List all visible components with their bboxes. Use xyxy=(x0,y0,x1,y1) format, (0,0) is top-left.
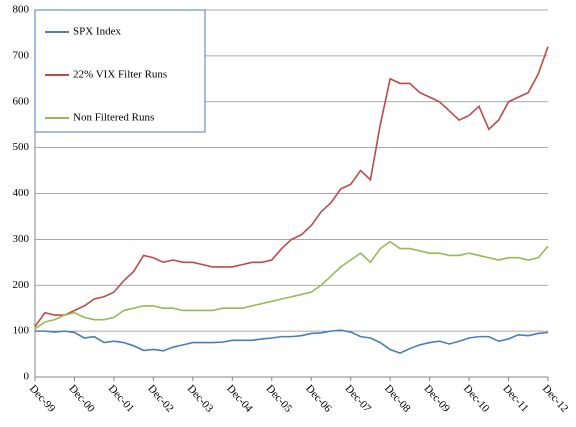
legend-box xyxy=(34,9,206,133)
x-tick-label: Dec-99 xyxy=(27,383,58,415)
y-tick-label: 200 xyxy=(13,279,30,291)
y-tick-label: 700 xyxy=(13,49,30,61)
y-tick-label: 100 xyxy=(13,325,30,337)
legend-label: SPX Index xyxy=(73,26,121,38)
y-tick-label: 0 xyxy=(24,371,30,383)
x-tick-label: Dec-00 xyxy=(66,383,97,415)
series-line xyxy=(35,329,549,355)
x-tick-label: Dec-08 xyxy=(382,383,413,415)
x-tick-label: Dec-12 xyxy=(540,383,571,415)
y-tick-label: 600 xyxy=(13,95,30,107)
series-line xyxy=(34,240,549,330)
y-tick-label: 400 xyxy=(13,187,30,199)
x-tick-label: Dec-01 xyxy=(106,383,137,415)
y-tick-label: 500 xyxy=(13,141,30,153)
y-tick-label: 800 xyxy=(13,4,30,16)
legend-label: Non Filtered Runs xyxy=(73,112,154,124)
x-tick-label: Dec-04 xyxy=(224,383,255,415)
series-line xyxy=(34,46,549,328)
x-tick-label: Dec-10 xyxy=(461,383,492,415)
x-tick-label: Dec-11 xyxy=(500,383,530,415)
x-tick-label: Dec-07 xyxy=(343,383,374,415)
x-tick-label: Dec-05 xyxy=(264,383,295,415)
x-tick-label: Dec-03 xyxy=(185,383,216,415)
legend-label: 22% VIX Filter Runs xyxy=(73,69,167,81)
x-tick-label: Dec-09 xyxy=(422,383,453,415)
y-tick-label: 300 xyxy=(13,233,30,245)
x-tick-label: Dec-02 xyxy=(145,383,176,415)
x-tick-label: Dec-06 xyxy=(303,383,334,415)
